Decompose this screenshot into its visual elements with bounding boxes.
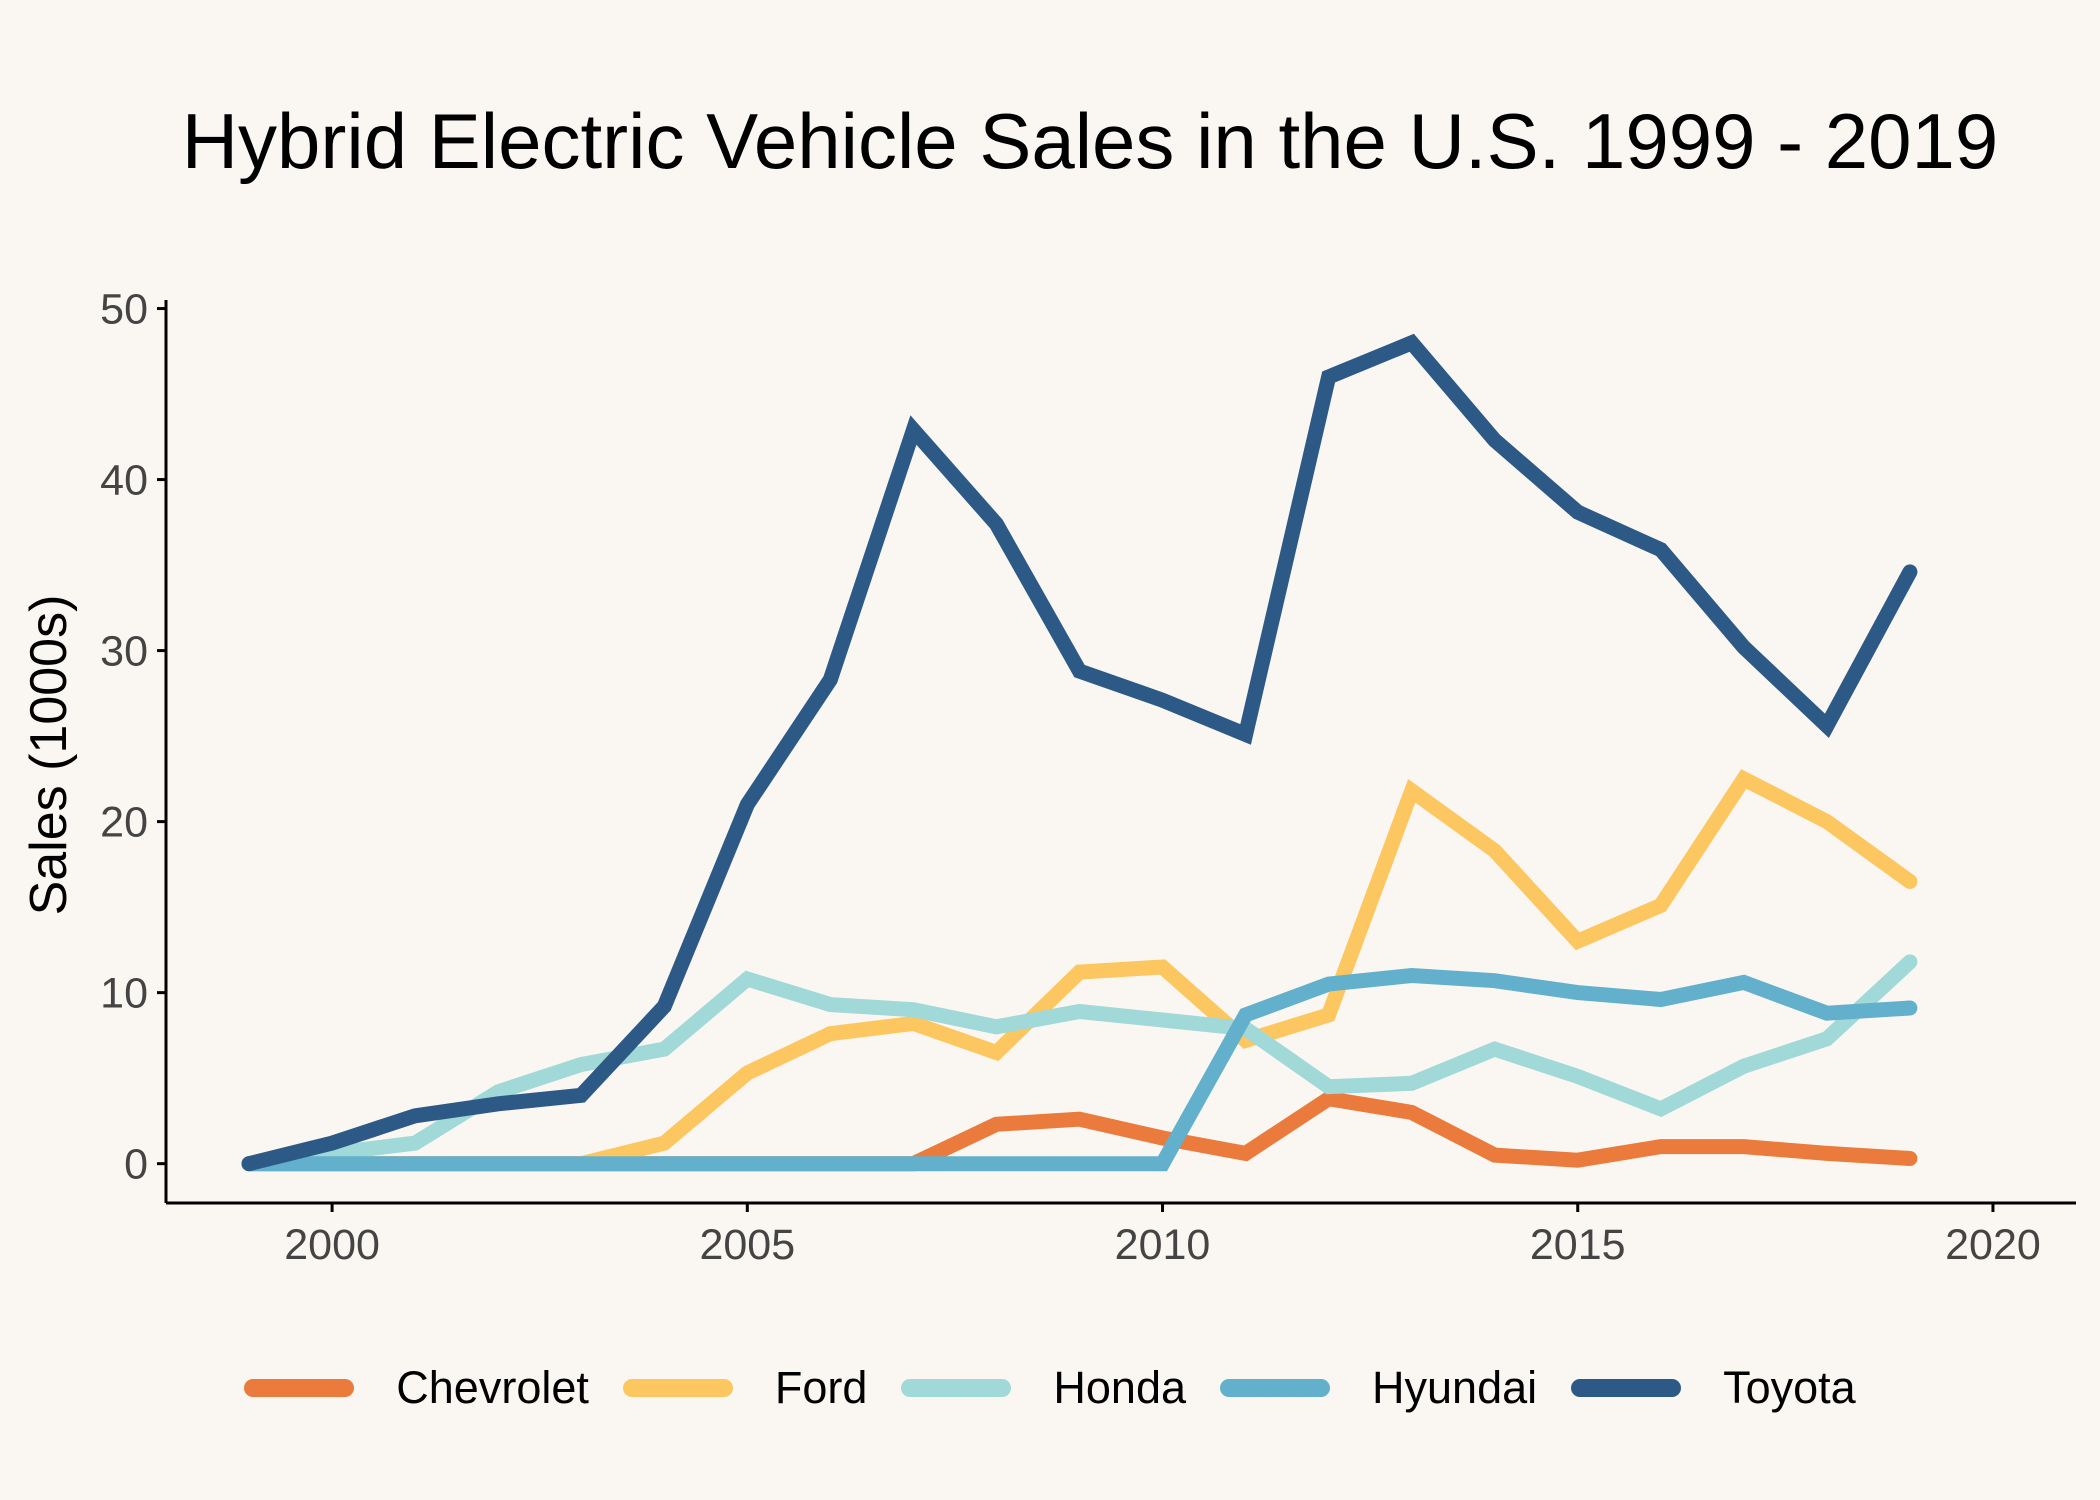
x-tick-label: 2020: [1945, 1221, 2041, 1269]
y-tick-label: 50: [100, 286, 148, 334]
legend-swatch-honda: [901, 1379, 1012, 1397]
legend-label-ford: Ford: [774, 1362, 868, 1413]
series-lines: [241, 333, 1918, 1172]
chart-title: Hybrid Electric Vehicle Sales in the U.S…: [181, 97, 1999, 185]
legend-label-hyundai: Hyundai: [1372, 1362, 1538, 1413]
series-line-toyota: [241, 333, 1918, 1172]
legend-item-chevrolet: Chevrolet: [244, 1362, 589, 1414]
x-tick-label: 2015: [1530, 1221, 1626, 1269]
y-tick-label: 0: [124, 1141, 148, 1189]
legend-label-chevrolet: Chevrolet: [396, 1362, 589, 1413]
x-tick-label: 2000: [284, 1221, 380, 1269]
y-tick-label: 10: [100, 970, 148, 1018]
x-tick-label: 2005: [699, 1221, 795, 1269]
legend-item-toyota: Toyota: [1571, 1362, 1856, 1414]
legend-label-honda: Honda: [1053, 1362, 1187, 1413]
legend: Chevrolet Ford Honda Hyundai Toyota: [0, 1362, 2100, 1414]
legend-swatch-toyota: [1571, 1379, 1682, 1397]
series-line-hyundai: [241, 967, 1918, 1172]
legend-item-honda: Honda: [901, 1362, 1186, 1414]
y-tick-label: 20: [100, 799, 148, 847]
y-tick-label: 40: [100, 457, 148, 505]
y-axis-title: Sales (1000s): [20, 595, 78, 916]
axes: 0 10 20 30 40 50 2000 2005 2010 2015 2020: [100, 286, 2076, 1269]
legend-swatch-ford: [622, 1379, 733, 1397]
legend-item-ford: Ford: [622, 1362, 868, 1414]
series-line-honda: [241, 954, 1918, 1172]
legend-item-hyundai: Hyundai: [1220, 1362, 1537, 1414]
legend-label-toyota: Toyota: [1723, 1362, 1856, 1413]
legend-swatch-hyundai: [1220, 1379, 1331, 1397]
legend-swatch-chevrolet: [244, 1379, 355, 1397]
x-tick-label: 2010: [1115, 1221, 1211, 1269]
y-tick-label: 30: [100, 628, 148, 676]
